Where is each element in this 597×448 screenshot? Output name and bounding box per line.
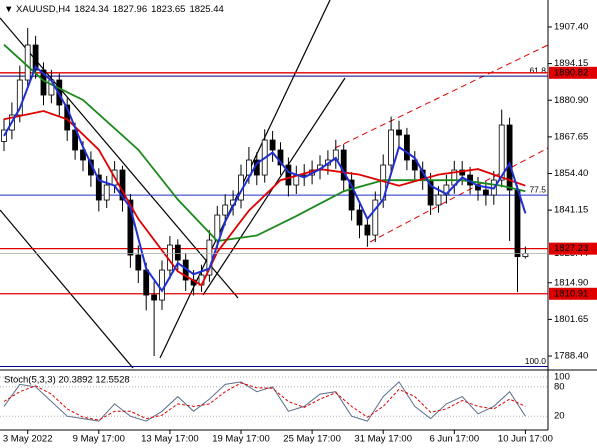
y-tick-label: 1801.65	[554, 314, 588, 325]
x-tick-label: 25 May 17:00	[283, 434, 341, 445]
level-label-box	[549, 287, 597, 300]
header-close: 1825.44	[189, 4, 223, 15]
x-tick-label: 6 Jun 17:00	[429, 434, 479, 445]
candle-body	[16, 79, 23, 116]
y-tick-label: 1854.40	[554, 168, 588, 179]
candle-body	[151, 294, 158, 301]
stoch-tick-label: 80	[554, 381, 565, 392]
x-tick-label: 13 May 17:00	[141, 434, 199, 445]
candle-body	[32, 44, 39, 71]
candle-body	[340, 149, 347, 181]
stoch-title: Stoch(5,3,3) 20.3892 12.5528	[4, 375, 130, 386]
candle-body	[245, 159, 252, 176]
x-tick-label: 10 Jun 17:00	[498, 434, 553, 445]
level-label-box	[549, 242, 597, 255]
fib-level-label: 77.5	[529, 184, 546, 194]
stoch-tick-label: 20	[554, 411, 565, 422]
candle-body	[127, 199, 134, 256]
candle-body	[388, 129, 395, 166]
menu-arrow: ▼	[4, 4, 16, 15]
fib-level-label: 100.0	[525, 356, 547, 366]
x-tick-label: 19 May 17:00	[212, 434, 270, 445]
candle-body	[206, 239, 213, 276]
candle-body	[356, 209, 363, 226]
indicator-line	[3, 110, 526, 287]
candle-body	[348, 179, 355, 211]
candle-body	[411, 159, 418, 171]
candle-body	[214, 214, 221, 241]
candle-body	[285, 164, 292, 186]
indicator-line	[3, 382, 526, 421]
header-low: 1823.65	[151, 4, 185, 15]
candle-body	[435, 194, 442, 206]
candle-body	[372, 199, 379, 236]
candle-body	[222, 204, 229, 216]
candle-body	[277, 149, 284, 166]
header-high: 1827.96	[113, 4, 147, 15]
level-label: 1827.23	[554, 243, 588, 254]
x-tick-label: 31 May 17:00	[354, 434, 412, 445]
stoch-tick-label: 100	[554, 372, 570, 383]
fib-level-label: 61.8	[529, 65, 546, 75]
candle-body	[364, 224, 371, 236]
indicator-line	[3, 65, 527, 293]
candle-body	[506, 124, 513, 191]
y-tick-label: 1867.65	[554, 131, 588, 142]
candle-body	[498, 124, 505, 181]
x-tick-label: 3 May 2022	[3, 434, 53, 445]
candle-body	[95, 174, 102, 201]
level-label-box	[549, 66, 597, 79]
header-open: 1824.34	[74, 4, 108, 15]
candle-body	[332, 149, 339, 161]
level-label: 1810.91	[554, 288, 588, 299]
candle-body	[514, 189, 521, 258]
candle-body	[522, 253, 529, 258]
candle-body	[103, 184, 110, 201]
y-tick-label: 1788.40	[554, 351, 588, 362]
y-tick-label: 1841.15	[554, 205, 588, 216]
candle-body	[159, 269, 165, 301]
trend-line	[0, 17, 239, 299]
candle-body	[24, 44, 31, 81]
candle-body	[482, 189, 489, 196]
candle-body	[269, 139, 276, 151]
y-tick-label: 1880.90	[554, 95, 588, 106]
level-label: 1890.82	[554, 67, 588, 78]
chart-header: ▼ XAUUSD,H4 1824.34 1827.96 1823.65 1825.44	[4, 4, 224, 15]
y-tick-label: 1894.15	[554, 58, 588, 69]
trend-line	[159, 0, 331, 359]
candle-body	[396, 129, 402, 136]
symbol: XAUUSD,H4	[16, 4, 70, 15]
candle-body	[143, 269, 150, 296]
y-tick-label: 1907.40	[554, 21, 588, 32]
x-tick-label: 9 May 17:00	[73, 434, 125, 445]
candle-body	[403, 134, 410, 161]
candle-body	[174, 244, 181, 261]
indicator-line	[3, 381, 526, 422]
trend-line	[0, 209, 134, 369]
indicator-line	[3, 44, 526, 242]
candle-body	[135, 254, 142, 271]
y-tick-label: 1814.90	[554, 277, 588, 288]
candle-body	[80, 149, 86, 161]
